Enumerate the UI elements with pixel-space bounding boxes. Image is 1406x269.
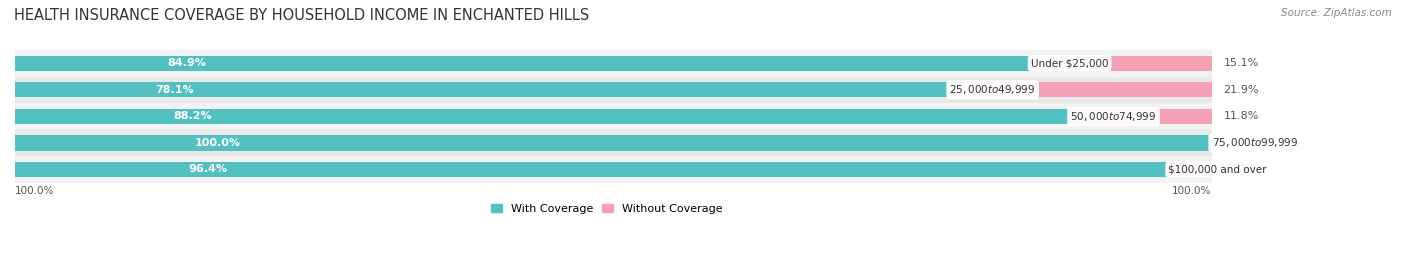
- Text: $75,000 to $99,999: $75,000 to $99,999: [1212, 136, 1298, 149]
- Text: $25,000 to $49,999: $25,000 to $49,999: [949, 83, 1036, 96]
- Bar: [1168, 162, 1212, 177]
- Text: HEALTH INSURANCE COVERAGE BY HOUSEHOLD INCOME IN ENCHANTED HILLS: HEALTH INSURANCE COVERAGE BY HOUSEHOLD I…: [14, 8, 589, 23]
- Text: 100.0%: 100.0%: [194, 138, 240, 148]
- Bar: [15, 156, 1212, 183]
- Text: Source: ZipAtlas.com: Source: ZipAtlas.com: [1281, 8, 1392, 18]
- Bar: [15, 82, 949, 97]
- Bar: [15, 130, 1212, 156]
- Text: $50,000 to $74,999: $50,000 to $74,999: [1070, 110, 1157, 123]
- Bar: [15, 50, 1212, 76]
- Bar: [15, 76, 1212, 103]
- Text: 11.8%: 11.8%: [1223, 111, 1258, 121]
- Text: 21.9%: 21.9%: [1223, 85, 1258, 95]
- Legend: With Coverage, Without Coverage: With Coverage, Without Coverage: [486, 200, 727, 218]
- Text: Under $25,000: Under $25,000: [1031, 58, 1108, 68]
- Bar: [1031, 55, 1212, 71]
- Bar: [15, 162, 1168, 177]
- Text: 78.1%: 78.1%: [155, 85, 194, 95]
- Bar: [949, 82, 1212, 97]
- Text: 100.0%: 100.0%: [1173, 186, 1212, 196]
- Bar: [15, 103, 1212, 130]
- Bar: [15, 135, 1212, 151]
- Text: 84.9%: 84.9%: [167, 58, 207, 68]
- Text: 100.0%: 100.0%: [15, 186, 55, 196]
- Bar: [15, 55, 1031, 71]
- Text: 15.1%: 15.1%: [1223, 58, 1258, 68]
- Bar: [15, 109, 1070, 124]
- Text: 96.4%: 96.4%: [188, 164, 226, 175]
- Text: 3.6%: 3.6%: [1223, 164, 1251, 175]
- Text: 0.0%: 0.0%: [1223, 138, 1251, 148]
- Text: $100,000 and over: $100,000 and over: [1168, 164, 1267, 175]
- Text: 88.2%: 88.2%: [173, 111, 212, 121]
- Bar: [1070, 109, 1212, 124]
